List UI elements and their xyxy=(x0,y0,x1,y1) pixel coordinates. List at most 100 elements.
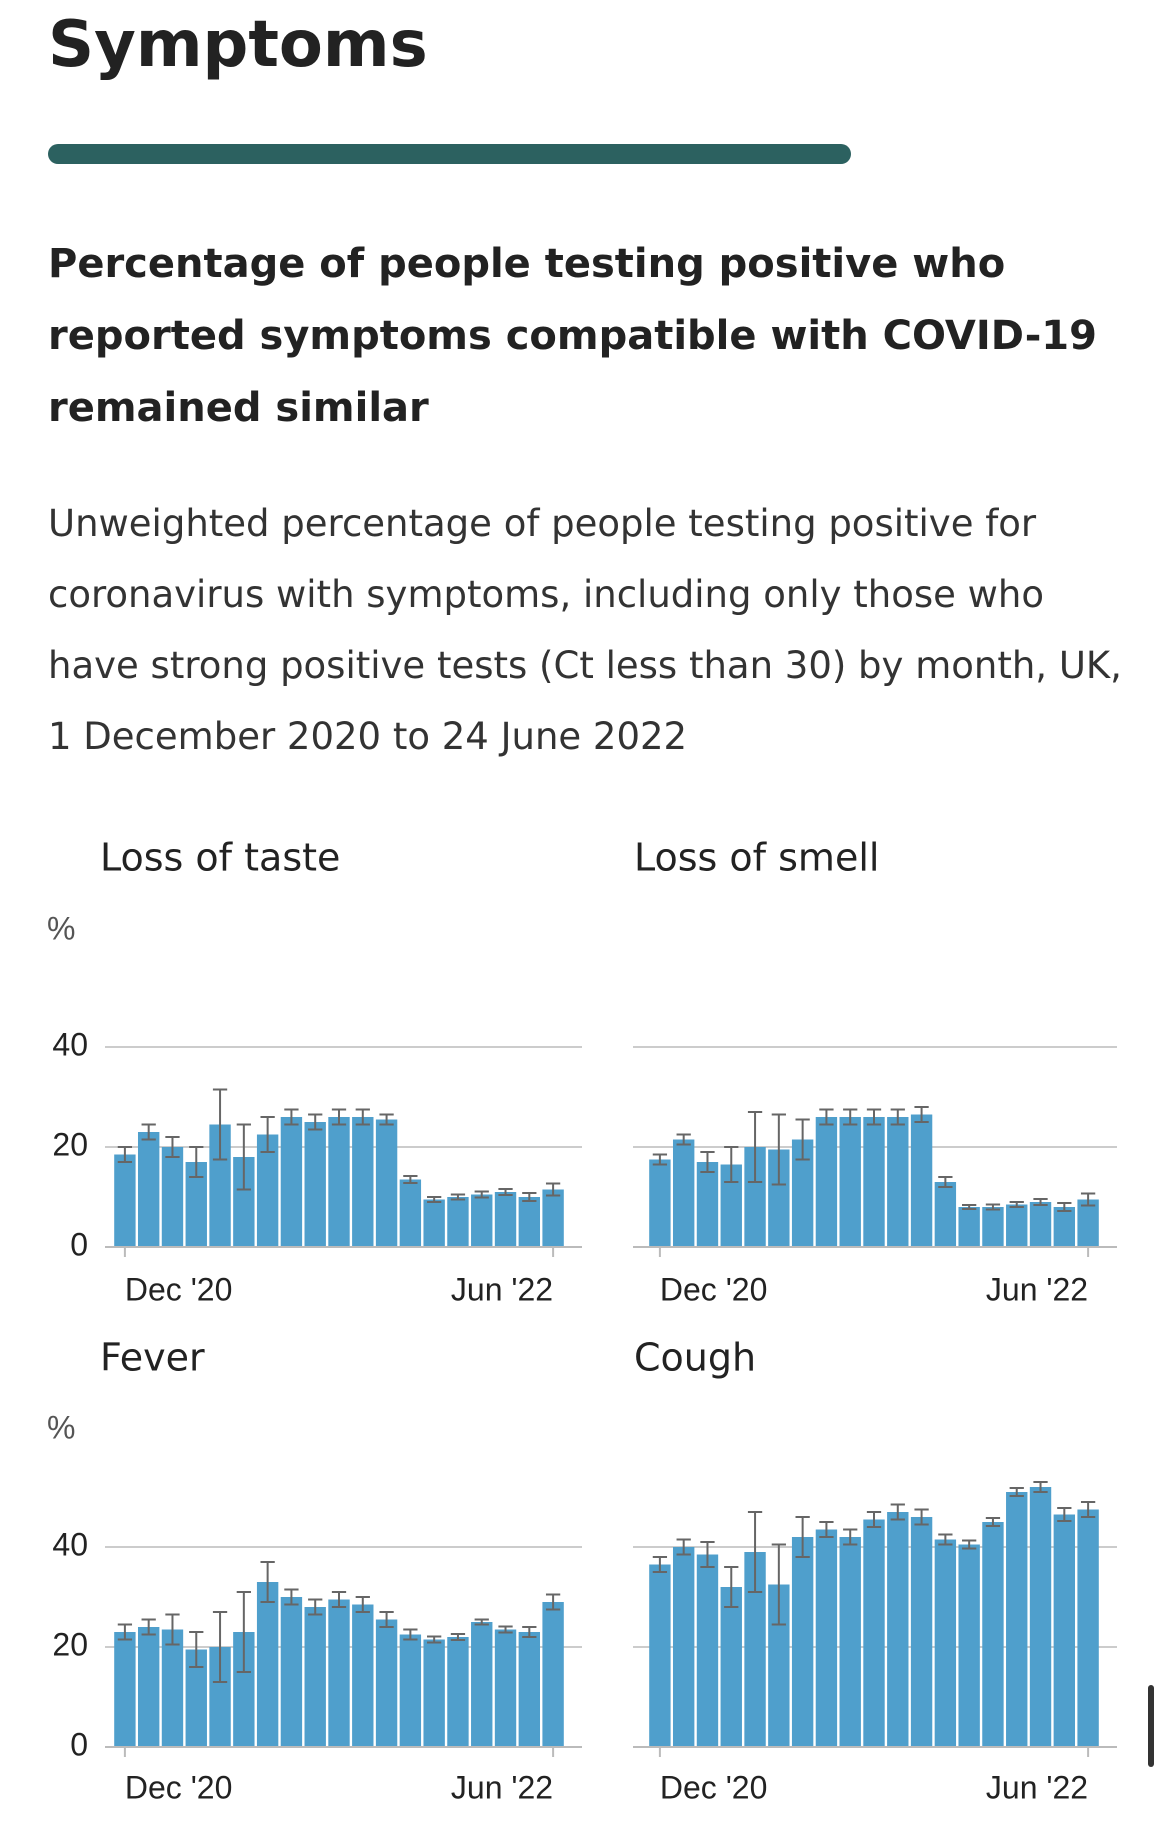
bar xyxy=(328,1117,350,1247)
error-bar xyxy=(331,1591,347,1608)
error-bar xyxy=(652,1556,668,1573)
error-bar xyxy=(747,1111,763,1183)
y-tick-label: 0 xyxy=(70,1226,88,1262)
error-bar xyxy=(260,1561,275,1603)
bar xyxy=(542,1602,564,1747)
error-bar xyxy=(212,1088,228,1161)
bar xyxy=(518,1632,541,1747)
error-bar xyxy=(427,1196,442,1203)
error-bar xyxy=(700,1541,715,1568)
error-bar xyxy=(771,1113,786,1186)
bar xyxy=(185,1649,207,1747)
error-bar xyxy=(545,1182,561,1197)
bar xyxy=(649,1159,671,1247)
error-bar xyxy=(962,1204,977,1210)
bar xyxy=(863,1519,885,1747)
error-bar xyxy=(1080,1501,1096,1518)
bar xyxy=(815,1529,838,1747)
error-bar xyxy=(700,1151,715,1173)
error-bar xyxy=(355,1596,370,1613)
error-bar xyxy=(498,1188,513,1196)
error-bar xyxy=(985,1203,1001,1211)
error-bar xyxy=(724,1146,739,1183)
bar xyxy=(304,1122,326,1247)
bar xyxy=(720,1587,742,1747)
error-bar xyxy=(212,1611,228,1683)
y-tick-label: 20 xyxy=(52,1626,88,1662)
bar xyxy=(1029,1487,1052,1747)
bar xyxy=(494,1629,517,1747)
title-rule xyxy=(48,144,851,164)
error-bar xyxy=(985,1517,1001,1527)
x-tick-label: Dec '20 xyxy=(125,1769,233,1805)
x-tick-label: Jun '22 xyxy=(451,1271,553,1307)
error-bar xyxy=(795,1516,810,1558)
y-tick-label: 0 xyxy=(70,1726,88,1762)
bar xyxy=(839,1537,861,1747)
bar xyxy=(352,1604,374,1747)
bar xyxy=(1029,1202,1052,1247)
bar xyxy=(1006,1492,1028,1747)
bar xyxy=(137,1132,160,1247)
bar xyxy=(887,1117,909,1247)
error-bar xyxy=(498,1625,513,1634)
error-bar xyxy=(141,1123,156,1141)
bar xyxy=(934,1539,957,1747)
x-tick-label: Dec '20 xyxy=(125,1271,233,1307)
error-bar xyxy=(747,1511,763,1593)
bar xyxy=(791,1139,814,1247)
error-bar xyxy=(1033,1198,1048,1206)
error-bar xyxy=(843,1528,858,1546)
error-bar xyxy=(141,1618,156,1636)
error-bar xyxy=(938,1176,953,1188)
bar xyxy=(672,1139,695,1247)
bar xyxy=(494,1192,517,1247)
error-bar xyxy=(843,1108,858,1126)
error-bar xyxy=(189,1146,204,1178)
y-tick-label: 40 xyxy=(52,1026,88,1062)
chart-title: Loss of taste xyxy=(100,836,340,880)
error-bar xyxy=(545,1593,561,1611)
error-bar xyxy=(1057,1202,1072,1212)
error-bar xyxy=(236,1123,251,1191)
bar xyxy=(185,1162,207,1247)
bar xyxy=(1006,1204,1028,1247)
bar xyxy=(910,1114,933,1247)
error-bar xyxy=(474,1190,489,1199)
error-bar xyxy=(236,1591,251,1673)
error-bar xyxy=(284,1108,299,1126)
error-bar xyxy=(379,1611,394,1628)
bar xyxy=(934,1182,957,1247)
error-bar xyxy=(866,1511,882,1528)
bar xyxy=(423,1639,445,1747)
y-axis-label: % xyxy=(47,910,75,946)
bar xyxy=(161,1147,184,1247)
bar xyxy=(815,1117,838,1247)
error-bar xyxy=(1009,1487,1024,1497)
bar xyxy=(1053,1207,1076,1247)
bar xyxy=(256,1134,279,1247)
x-tick-label: Jun '22 xyxy=(986,1769,1088,1805)
bar xyxy=(542,1189,564,1247)
error-bar xyxy=(819,1521,834,1538)
bar xyxy=(768,1149,790,1247)
error-bar xyxy=(450,1193,466,1201)
bar xyxy=(887,1512,909,1747)
bar xyxy=(375,1619,398,1747)
bar xyxy=(910,1517,933,1747)
error-bar xyxy=(117,1623,133,1641)
bar xyxy=(447,1197,469,1247)
bar xyxy=(518,1197,541,1247)
bar xyxy=(352,1117,374,1247)
bar xyxy=(161,1629,184,1747)
bar xyxy=(696,1162,719,1247)
error-bar xyxy=(522,1626,537,1638)
bar xyxy=(982,1207,1004,1247)
error-bar xyxy=(1080,1192,1096,1207)
error-bar xyxy=(165,1136,180,1158)
y-axis-label: % xyxy=(47,1409,75,1445)
bar xyxy=(958,1207,980,1247)
x-tick-label: Jun '22 xyxy=(451,1769,553,1805)
bar xyxy=(447,1637,469,1747)
bar xyxy=(649,1564,671,1747)
